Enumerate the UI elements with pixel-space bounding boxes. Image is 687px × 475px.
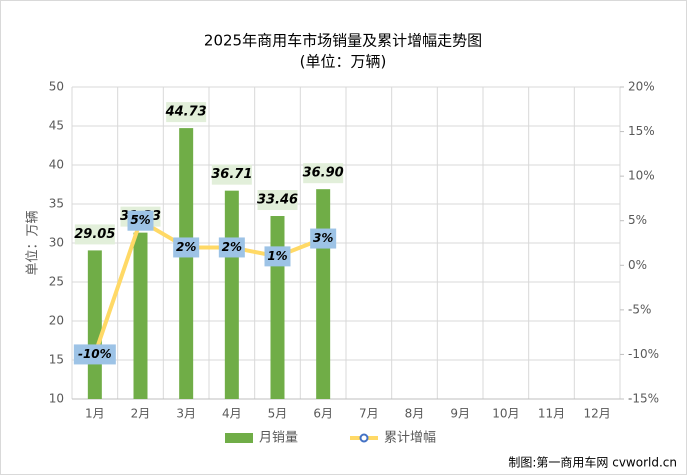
y2-tick-label: -15% <box>628 392 659 406</box>
bar-label-box <box>303 163 344 184</box>
bar-label-box <box>211 164 252 185</box>
bar <box>179 128 194 399</box>
line-value-label: 3% <box>313 231 333 245</box>
y2-tick-label: 10% <box>628 169 655 183</box>
line-label-box <box>73 344 116 365</box>
y-tick-label: 30 <box>49 236 64 250</box>
x-tick-label: 4月 <box>222 407 242 421</box>
bar <box>316 189 331 399</box>
bar-value-label: 29.05 <box>74 227 115 242</box>
line-label-box <box>127 210 154 231</box>
line-value-label: 1% <box>267 249 287 263</box>
bar-value-label: 44.73 <box>165 105 207 120</box>
legend-marker <box>359 433 369 443</box>
source: 制图:第一商用车网 cvworld.cn <box>508 455 677 470</box>
x-tick-label: 1月 <box>85 407 105 421</box>
line-label-box <box>264 246 291 267</box>
x-tick-label: 9月 <box>450 407 470 421</box>
y-tick-label: 20 <box>49 314 64 328</box>
y2-tick-label: 15% <box>628 124 655 138</box>
x-tick-label: 10月 <box>492 407 519 421</box>
bar <box>133 232 148 399</box>
y2-tick-label: -10% <box>628 347 659 361</box>
line-value-label: 2% <box>222 240 242 254</box>
x-tick-label: 3月 <box>176 407 196 421</box>
x-tick-label: 6月 <box>313 407 333 421</box>
y-tick-label: 35 <box>49 197 64 211</box>
bar-label-box <box>166 102 207 123</box>
y-tick-label: 15 <box>49 353 64 367</box>
x-tick-label: 12月 <box>584 407 611 421</box>
legend-label: 月销量 <box>259 431 298 446</box>
x-tick-label: 7月 <box>359 407 379 421</box>
chart-subtitle: (单位：万辆) <box>300 53 387 71</box>
x-tick-label: 2月 <box>131 407 151 421</box>
bar-label-box <box>74 224 115 245</box>
bar-value-label: 36.90 <box>303 166 344 181</box>
legend-swatch <box>225 433 253 443</box>
bar-value-label: 36.71 <box>211 167 252 182</box>
line-label-box <box>218 237 245 258</box>
x-tick-label: 8月 <box>405 407 425 421</box>
y2-tick-label: 5% <box>628 213 647 227</box>
bar <box>270 216 285 399</box>
y2-tick-label: 0% <box>628 258 647 272</box>
x-tick-label: 5月 <box>268 407 288 421</box>
line-value-label: 5% <box>130 213 150 227</box>
x-tick-label: 11月 <box>538 407 565 421</box>
line-value-label: -10% <box>78 347 112 361</box>
y-tick-label: 10 <box>49 392 64 406</box>
bar <box>87 250 102 399</box>
y-tick-label: 25 <box>49 275 64 289</box>
legend-label: 累计增幅 <box>384 431 436 446</box>
y2-tick-label: -5% <box>628 302 651 316</box>
line-label-box <box>173 237 200 258</box>
y-tick-label: 45 <box>49 119 64 133</box>
bar-label-box <box>257 190 298 211</box>
y-axis-label: 单位：万辆 <box>26 210 41 275</box>
y-tick-label: 40 <box>49 158 64 172</box>
y-tick-label: 50 <box>49 80 64 94</box>
y2-tick-label: 20% <box>628 80 655 94</box>
line-label-box <box>310 228 337 249</box>
bar-value-label: 33.46 <box>257 193 298 208</box>
chart-title: 2025年商用车市场销量及累计增幅走势图 <box>204 32 482 50</box>
line-value-label: 2% <box>176 240 196 254</box>
bar <box>224 190 239 399</box>
